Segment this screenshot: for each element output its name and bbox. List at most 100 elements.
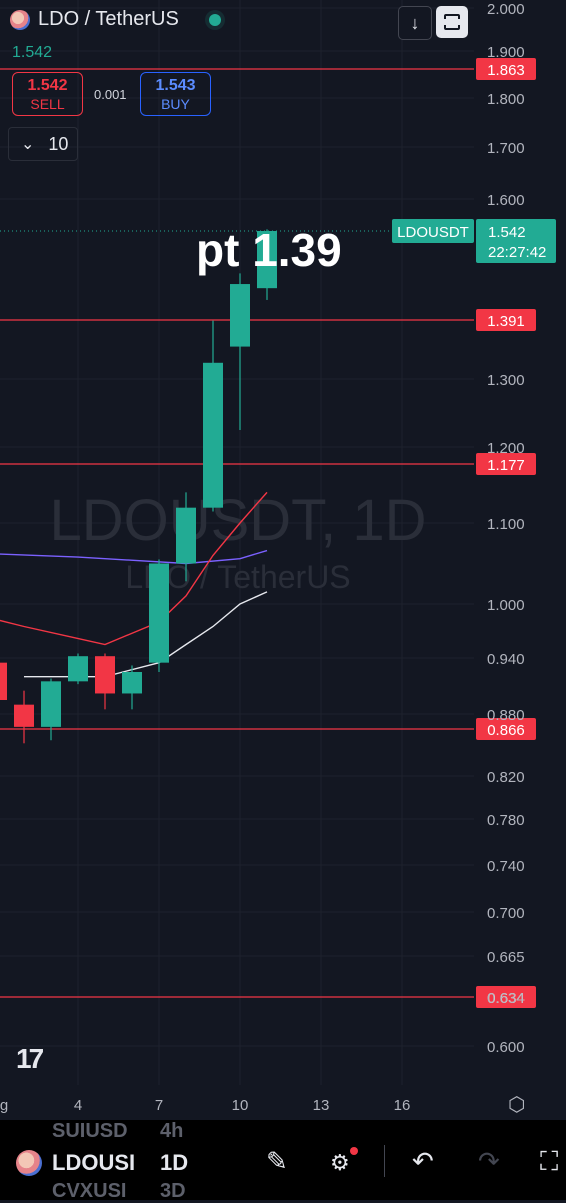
candle-day-4 — [68, 653, 88, 685]
candle-day-2 — [14, 690, 34, 744]
price-tick-label: 2.000 — [487, 1, 525, 18]
price-tick-label: 1.900 — [487, 44, 525, 61]
price-tick-label: 1.100 — [487, 516, 525, 533]
spread-value: 0.001 — [94, 87, 127, 102]
hline-label-bg — [476, 309, 536, 331]
candle-body — [14, 704, 34, 727]
buy-button[interactable]: 1.543 BUY — [140, 72, 211, 116]
candle-body — [257, 231, 277, 289]
price-tag-value: 1.542 — [488, 224, 526, 241]
price-tick-label: 0.665 — [487, 949, 525, 966]
price-tick-label: 1.600 — [487, 192, 525, 209]
price-tick-label: 1.700 — [487, 140, 525, 157]
candle-body — [230, 284, 250, 347]
time-axis[interactable]: g 4 7 10 13 16 — [0, 1097, 410, 1114]
pencil-icon[interactable]: ✎ — [266, 1146, 288, 1176]
price-tag-bg — [476, 219, 556, 263]
chevron-down-icon: ⌄ — [21, 136, 35, 153]
candle-day-10 — [230, 273, 250, 430]
arrow-down-icon: ↓ — [410, 12, 420, 33]
watermark-symbol: LDOUSDT, 1D — [49, 488, 426, 553]
sell-button[interactable]: 1.542 SELL — [12, 72, 83, 116]
chart-canvas[interactable]: LDOUSDT, 1D LDO / TetherUS 1.863 1.391 1.1… — [0, 0, 566, 1120]
tradingview-logo-icon[interactable]: 17 — [16, 1043, 44, 1074]
candles — [0, 229, 277, 744]
buy-price: 1.543 — [155, 77, 196, 94]
time-tick-label: 16 — [394, 1097, 411, 1114]
undo-icon[interactable]: ↶ — [412, 1146, 434, 1176]
symbol-title[interactable]: LDO / TetherUS — [38, 8, 179, 30]
expand-icon — [444, 14, 460, 30]
candle-body — [0, 662, 7, 700]
price-tick-label: 0.780 — [487, 812, 525, 829]
fullscreen-toggle-button[interactable] — [436, 6, 468, 38]
bottom-interval-picker[interactable]: 1D — [160, 1150, 189, 1175]
candle-day-3 — [41, 678, 61, 741]
bottom-toolbar — [0, 1120, 566, 1200]
candle-body — [68, 656, 88, 682]
hline-price-label: 1.391 — [487, 313, 525, 330]
chart-grid — [0, 0, 474, 1085]
price-tick-label: 0.880 — [487, 707, 525, 724]
candle-day-6 — [122, 665, 142, 710]
price-tick-label: 0.600 — [487, 1039, 525, 1056]
bottom-symbol-picker[interactable]: LDOUSI — [52, 1150, 136, 1175]
price-axis[interactable]: 2.000 1.900 1.800 1.700 1.600 1.300 1.200 1.100… — [487, 1, 525, 1056]
price-tag-countdown: 22:27:42 — [488, 244, 546, 261]
candle-body — [203, 362, 223, 508]
ghost-interval-top: 4h — [160, 1120, 184, 1142]
price-tick-label: 1.000 — [487, 597, 525, 614]
sliders-icon[interactable]: ⚙ — [330, 1150, 350, 1175]
candle-day-9 — [203, 320, 223, 512]
ghost-symbol-bottom: CVXUSI — [52, 1180, 127, 1202]
hline-price-label: 1.863 — [487, 62, 525, 79]
chart-settings-icon[interactable]: ⬡ — [508, 1094, 526, 1116]
hline-price-label: 0.634 — [487, 990, 525, 1007]
quantity-selector[interactable]: ⌄ 10 — [8, 127, 78, 161]
hline-label-bg — [476, 986, 536, 1008]
moving-average-red — [0, 491, 268, 646]
price-tick-label: 0.700 — [487, 905, 525, 922]
symbol-header[interactable]: LDO / TetherUS — [10, 8, 221, 31]
symbol-tag-bg — [392, 219, 474, 243]
quantity-value: 10 — [48, 133, 69, 154]
price-tick-label: 0.820 — [487, 769, 525, 786]
symbol-tag-label: LDOUSDT — [397, 224, 469, 241]
hline-label-bg — [476, 453, 536, 475]
ghost-symbol-top: SUIUSD — [52, 1120, 128, 1142]
buy-label: BUY — [161, 96, 190, 112]
time-tick-label: 13 — [313, 1097, 330, 1114]
chart-watermark: LDOUSDT, 1D LDO / TetherUS — [49, 488, 426, 595]
candle-day-1 — [0, 662, 7, 700]
sell-label: SELL — [30, 96, 65, 112]
candle-body — [41, 681, 61, 727]
price-tick-label: 1.200 — [487, 440, 525, 457]
current-price-tag: LDOUSDT 1.542 22:27:42 — [0, 219, 556, 263]
horizontal-lines: 1.863 1.391 1.177 0.866 0.634 — [0, 58, 536, 1008]
price-tick-label: 0.940 — [487, 651, 525, 668]
market-status-icon[interactable] — [208, 13, 221, 26]
ghost-interval-bottom: 3D — [160, 1180, 186, 1202]
redo-icon[interactable]: ↷ — [478, 1146, 500, 1176]
chart-annotation-text[interactable]: pt 1.39 — [196, 224, 342, 276]
toolbar-separator — [384, 1145, 385, 1177]
time-tick-label: 4 — [74, 1097, 82, 1114]
candle-body — [95, 656, 115, 694]
price-tick-label: 1.800 — [487, 91, 525, 108]
candle-day-8 — [176, 492, 196, 582]
candle-day-11 — [257, 229, 277, 300]
sell-price: 1.542 — [27, 77, 68, 94]
candle-day-5 — [95, 653, 115, 710]
scroll-down-button[interactable]: ↓ — [398, 6, 432, 40]
header-last-price: 1.542 — [12, 44, 53, 61]
fullscreen-icon[interactable]: ⛶ — [540, 1146, 559, 1176]
price-tick-label: 0.634 — [487, 990, 525, 1007]
price-tick-label: 0.740 — [487, 858, 525, 875]
time-tick-label: 7 — [155, 1097, 163, 1114]
candle-body — [149, 563, 169, 663]
hline-label-bg — [476, 58, 536, 80]
time-tick-label: 10 — [232, 1097, 249, 1114]
candle-day-7 — [149, 559, 169, 672]
candle-body — [122, 672, 142, 694]
hline-price-label: 0.866 — [487, 722, 525, 739]
